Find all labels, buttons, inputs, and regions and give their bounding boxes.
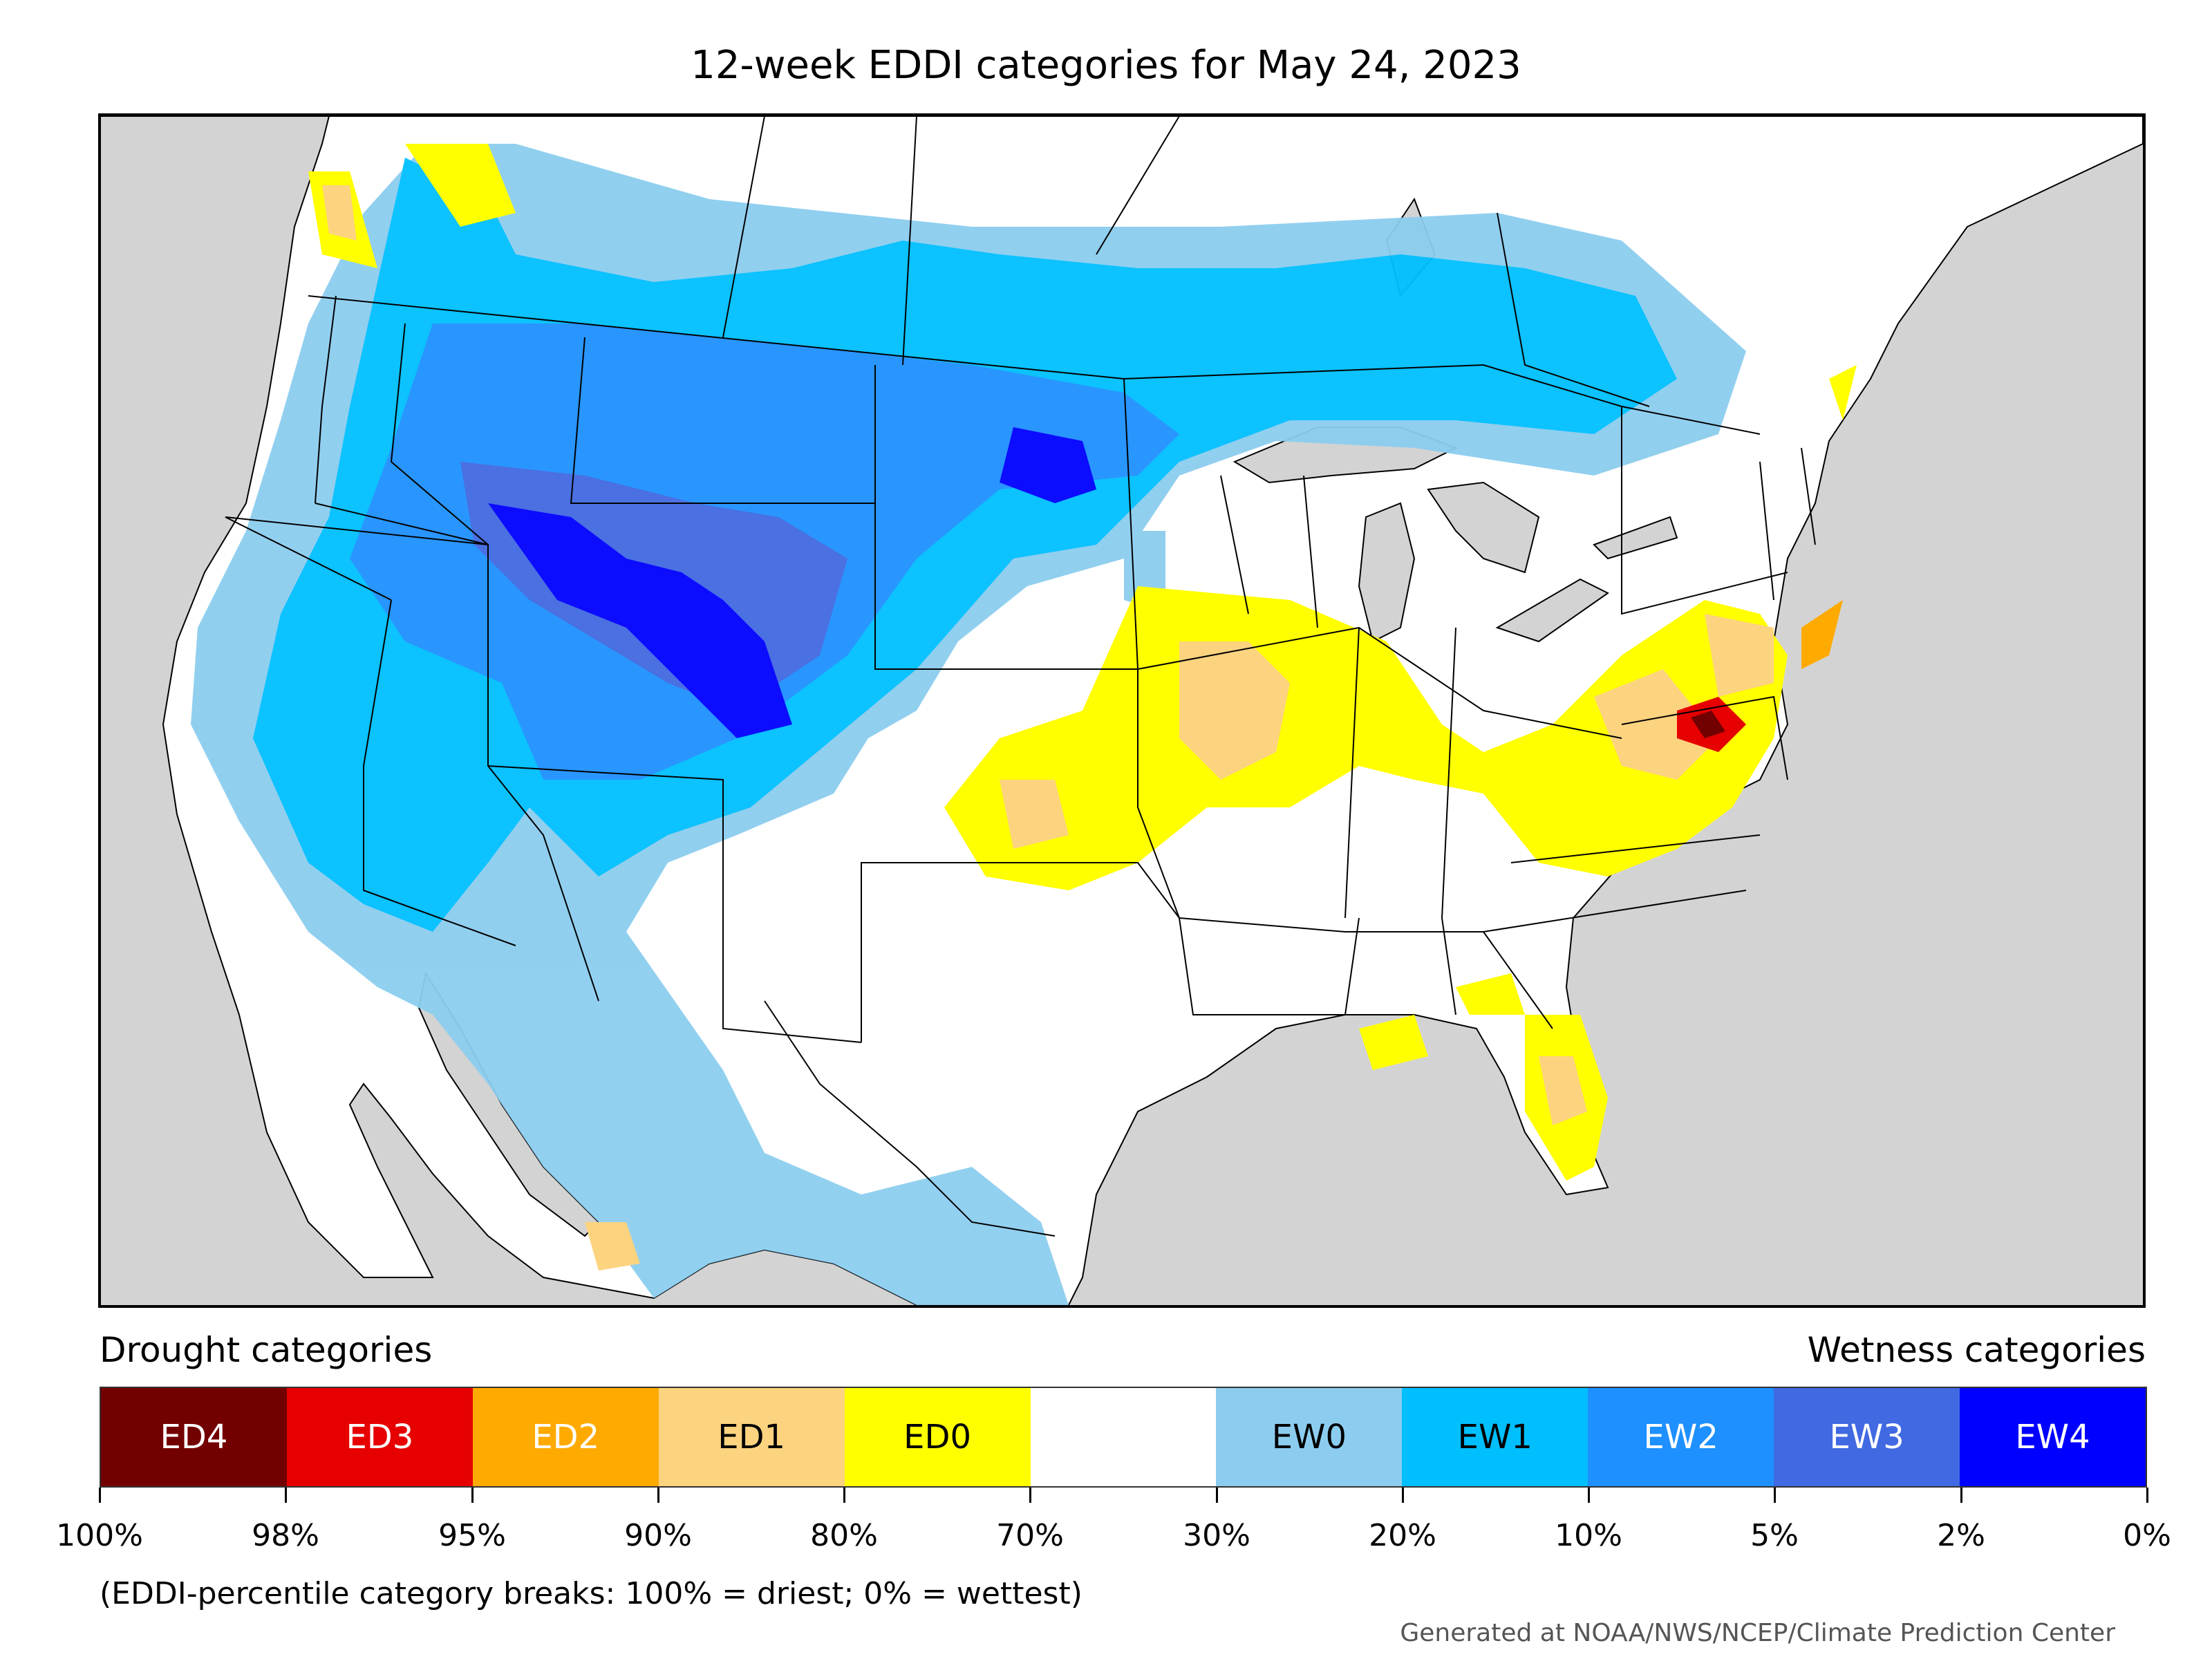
legend-tick [1588,1488,1590,1503]
legend-tick [99,1488,101,1503]
legend-tick [657,1488,659,1503]
legend-swatch-ew3: EW3 [1774,1388,1960,1486]
drought-categories-label: Drought categories [100,1330,433,1370]
legend-break-label: 30% [1183,1518,1250,1553]
legend-break-label: 95% [438,1518,506,1553]
legend-tick [471,1488,474,1503]
legend-tick [2146,1488,2148,1503]
map-frame [98,113,2146,1308]
legend-tick [1029,1488,1031,1503]
legend-break-label: 80% [810,1518,878,1553]
legend-swatch-ed2: ED2 [472,1388,659,1486]
eddi-map [101,116,2143,1305]
map-title: 12-week EDDI categories for May 24, 2023 [691,43,1521,88]
legend-break-label: 5% [1750,1518,1799,1553]
legend-swatch-ew4: EW4 [1960,1388,2146,1486]
dry-regions [308,144,1857,1271]
legend-swatch-ed0: ED0 [844,1388,1031,1486]
state-borders [225,116,1816,1237]
legend-swatch-ed3: ED3 [286,1388,473,1486]
legend-break-label: 10% [1555,1518,1622,1553]
legend-tick [1960,1488,1962,1503]
legend-swatch-ed4: ED4 [101,1388,287,1486]
wet-regions [191,144,1746,1305]
legend-break-label: 100% [56,1518,143,1553]
legend-break-label: 20% [1369,1518,1436,1553]
legend-break-label: 98% [252,1518,319,1553]
legend-swatch-ew2: EW2 [1588,1388,1774,1486]
legend-tick [285,1488,287,1503]
category-breaks-note: (EDDI-percentile category breaks: 100% =… [100,1576,1082,1611]
legend-tick [1402,1488,1404,1503]
legend-tick [843,1488,845,1503]
legend-break-label: 90% [624,1518,692,1553]
legend-break-label: 2% [1937,1518,1985,1553]
legend-swatch-ew0: EW0 [1216,1388,1403,1486]
credit-text: Generated at NOAA/NWS/NCEP/Climate Predi… [1400,1619,2115,1647]
legend-swatch-ew1: EW1 [1402,1388,1588,1486]
legend-break-label: 70% [996,1518,1064,1553]
legend-break-label: 0% [2123,1518,2171,1553]
legend-bar: ED4 ED3 ED2 ED1 ED0 EW0 EW1 EW2 EW3 EW4 [100,1387,2147,1488]
wetness-categories-label: Wetness categories [1807,1330,2146,1370]
legend-swatch-neutral [1030,1388,1217,1486]
legend-tick [1774,1488,1776,1503]
legend-swatch-ed1: ED1 [658,1388,845,1486]
legend-tick [1216,1488,1218,1503]
